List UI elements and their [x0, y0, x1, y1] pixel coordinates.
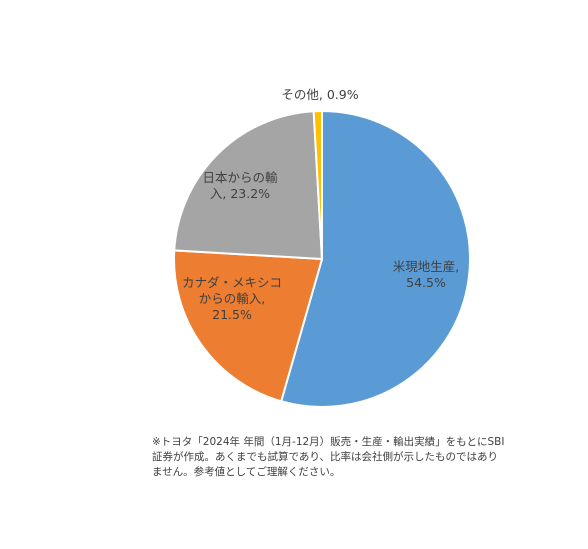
slice-label-1-line-1: 米現地生産, [393, 259, 459, 274]
slice-label-3: 日本からの輸入, 23.2% [202, 170, 278, 201]
slice-label-3-line-2: 入, 23.2% [210, 186, 270, 201]
slice-label-4-line-1: その他, 0.9% [281, 87, 358, 102]
pie-slice-2 [173, 249, 324, 403]
slice-label-3-line-1: 日本からの輸 [202, 170, 278, 185]
source-note-line-1: ※トヨタ「2024年 年間（1月-12月）販売・生産・輸出実績」をもとにSBI [152, 436, 505, 448]
source-note-line-3: ません。参考値としてご理解ください。 [152, 466, 341, 478]
slice-label-1-line-2: 54.5% [406, 275, 446, 290]
slice-label-2: カナダ・メキシコからの輸入, 21.5% [182, 275, 282, 322]
pie-slice-4 [312, 109, 323, 260]
source-note-line-2: 証券が作成。あくまでも試算であり、比率は会社側が示したものではあり [152, 451, 498, 463]
slice-label-2-line-3: 21.5% [212, 307, 252, 322]
slice-label-2-line-1: カナダ・メキシコ [182, 275, 282, 290]
source-note: ※トヨタ「2024年 年間（1月-12月）販売・生産・輸出実績」をもとにSBI … [152, 435, 505, 480]
pie-slice-1 [279, 109, 472, 408]
slice-label-1: 米現地生産, 54.5% [393, 259, 459, 290]
pie-slice-3 [173, 110, 324, 261]
slice-label-4: その他, 0.9% [281, 87, 358, 102]
slice-label-2-line-2: からの輸入, [199, 291, 265, 306]
